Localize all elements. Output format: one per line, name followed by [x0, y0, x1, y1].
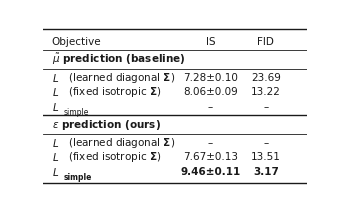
Text: $\it{L}$: $\it{L}$	[52, 101, 59, 113]
Text: –: –	[208, 138, 213, 148]
Text: FID: FID	[257, 37, 275, 47]
Text: 9.46±0.11: 9.46±0.11	[180, 167, 240, 177]
Text: (learned diagonal $\mathbf{\Sigma}$): (learned diagonal $\mathbf{\Sigma}$)	[64, 71, 175, 85]
Text: $\it{L}$: $\it{L}$	[52, 86, 59, 98]
Text: Objective: Objective	[52, 37, 102, 47]
Text: 13.51: 13.51	[251, 152, 281, 162]
Text: 3.17: 3.17	[253, 167, 279, 177]
Text: $\mathbf{\it{L}}$: $\mathbf{\it{L}}$	[52, 166, 59, 178]
Text: 7.28±0.10: 7.28±0.10	[183, 73, 238, 83]
Text: $\it{L}$: $\it{L}$	[52, 72, 59, 84]
Text: –: –	[208, 102, 213, 112]
Text: $\epsilon$ prediction (ours): $\epsilon$ prediction (ours)	[52, 118, 161, 132]
Text: simple: simple	[63, 108, 89, 117]
Text: 8.06±0.09: 8.06±0.09	[183, 87, 238, 97]
Text: $\it{L}$: $\it{L}$	[52, 151, 59, 163]
Text: $\tilde{\mu}$ prediction (baseline): $\tilde{\mu}$ prediction (baseline)	[52, 52, 186, 67]
Text: $\it{L}$: $\it{L}$	[52, 137, 59, 149]
Text: –: –	[263, 138, 269, 148]
Text: (learned diagonal $\mathbf{\Sigma}$): (learned diagonal $\mathbf{\Sigma}$)	[64, 136, 175, 150]
Text: 13.22: 13.22	[251, 87, 281, 97]
Text: (fixed isotropic $\mathbf{\Sigma}$): (fixed isotropic $\mathbf{\Sigma}$)	[64, 150, 161, 164]
Text: (fixed isotropic $\mathbf{\Sigma}$): (fixed isotropic $\mathbf{\Sigma}$)	[64, 85, 161, 99]
Text: –: –	[263, 102, 269, 112]
Text: IS: IS	[206, 37, 215, 47]
Text: 7.67±0.13: 7.67±0.13	[183, 152, 238, 162]
Text: simple: simple	[63, 173, 92, 182]
Text: 23.69: 23.69	[251, 73, 281, 83]
